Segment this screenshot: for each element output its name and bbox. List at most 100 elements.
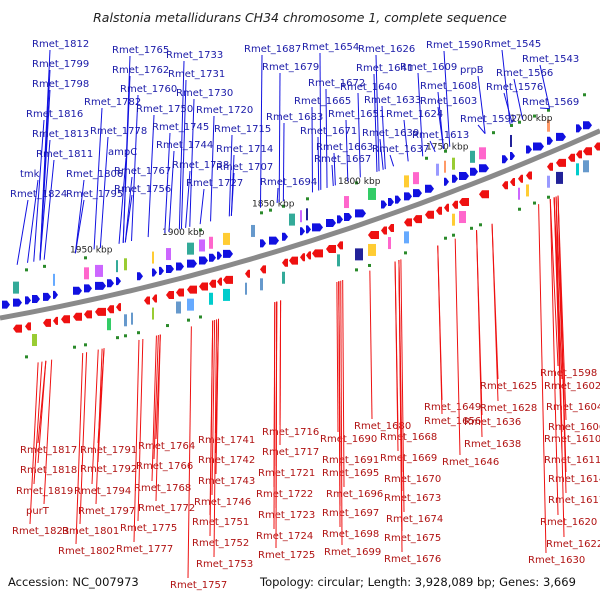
accession-text: Accession: NC_007973 bbox=[8, 575, 139, 589]
label-leader-line bbox=[379, 138, 384, 170]
cog-category-bar bbox=[337, 254, 340, 267]
label-leader-line bbox=[210, 115, 215, 222]
label-leader-line bbox=[189, 98, 195, 227]
gene-label-bottom: Rmet_1722 bbox=[256, 489, 313, 500]
label-leader-line bbox=[230, 172, 235, 216]
reverse-gene-arrow bbox=[388, 224, 394, 233]
gene-label-bottom: Rmet_1742 bbox=[198, 455, 255, 466]
rna-mark bbox=[533, 201, 536, 205]
gene-label-bottom: Rmet_1772 bbox=[138, 503, 195, 514]
forward-gene-arrow bbox=[166, 265, 174, 274]
rna-mark bbox=[404, 251, 407, 255]
reverse-gene-arrow bbox=[452, 200, 458, 209]
rna-mark bbox=[492, 131, 495, 135]
forward-gene-arrow bbox=[355, 209, 366, 218]
gene-label-top: Rmet_1714 bbox=[216, 144, 273, 155]
rna-mark bbox=[25, 355, 28, 359]
rna-mark bbox=[583, 93, 586, 97]
reverse-gene-arrow bbox=[166, 291, 174, 300]
label-leader-line bbox=[213, 319, 218, 558]
gene-label-top: Rmet_1767 bbox=[114, 166, 171, 177]
forward-gene-arrow bbox=[576, 124, 582, 133]
rna-mark bbox=[187, 318, 190, 322]
rna-mark bbox=[368, 263, 371, 267]
label-leader-line bbox=[549, 199, 559, 367]
label-leader-line bbox=[333, 152, 336, 186]
forward-gene-arrow bbox=[223, 249, 233, 258]
gene-label-top: Rmet_1816 bbox=[26, 109, 83, 120]
reverse-gene-arrow bbox=[368, 230, 379, 239]
gene-label-bottom: Rmet_1797 bbox=[78, 506, 135, 517]
label-leader-line bbox=[33, 119, 45, 262]
cog-category-bar bbox=[518, 187, 520, 200]
gene-label-top: Rmet_1651 bbox=[328, 109, 385, 120]
gene-label-top: tmk bbox=[20, 169, 40, 180]
gene-label-bottom: Rmet_1768 bbox=[134, 483, 191, 494]
forward-gene-arrow bbox=[209, 253, 216, 262]
gene-label-top: Rmet_1824 bbox=[10, 189, 67, 200]
forward-gene-arrow bbox=[444, 177, 449, 186]
gene-label-bottom: Rmet_1801 bbox=[62, 526, 119, 537]
gene-label-top: Rmet_1745 bbox=[152, 122, 209, 133]
rna-mark bbox=[84, 256, 87, 260]
forward-gene-arrow bbox=[425, 184, 434, 193]
label-leader-line bbox=[185, 170, 191, 228]
forward-gene-arrow bbox=[526, 145, 532, 154]
rna-mark bbox=[199, 315, 202, 319]
cog-category-bar bbox=[209, 236, 213, 249]
cog-category-bar bbox=[368, 187, 376, 200]
label-leader-line bbox=[16, 199, 29, 265]
forward-gene-arrow bbox=[95, 281, 106, 290]
cog-category-bar bbox=[510, 134, 512, 147]
forward-gene-arrow bbox=[395, 195, 401, 204]
rna-mark bbox=[355, 181, 358, 185]
forward-gene-arrow bbox=[413, 189, 422, 198]
forward-gene-arrow bbox=[337, 215, 343, 224]
gene-label-top: Rmet_1641 bbox=[356, 63, 413, 74]
cog-category-bar bbox=[187, 298, 194, 311]
gene-label-bottom: Rmet_1699 bbox=[324, 547, 381, 558]
forward-gene-arrow bbox=[2, 300, 10, 309]
label-leader-line bbox=[27, 179, 39, 263]
label-leader-line bbox=[443, 50, 451, 147]
forward-gene-arrow bbox=[547, 136, 553, 145]
gene-label-bottom: Rmet_1656 bbox=[424, 416, 481, 427]
label-leader-line bbox=[75, 353, 84, 545]
label-leader-line bbox=[340, 280, 343, 546]
reverse-gene-arrow bbox=[260, 265, 266, 274]
reverse-gene-arrow bbox=[223, 275, 233, 284]
reverse-gene-arrow bbox=[217, 277, 222, 286]
cog-category-bar bbox=[388, 237, 391, 250]
label-leader-line bbox=[133, 339, 140, 543]
gene-label-bottom: Rmet_1614 bbox=[548, 474, 600, 485]
gene-label-top: Rmet_1806 bbox=[66, 169, 123, 180]
cog-category-bar bbox=[282, 271, 285, 284]
reverse-gene-arrow bbox=[107, 305, 114, 314]
gene-label-top: Rmet_1733 bbox=[166, 50, 223, 61]
rna-mark bbox=[425, 156, 428, 160]
gene-label-bottom: Rmet_1802 bbox=[58, 546, 115, 557]
reverse-gene-arrow bbox=[510, 177, 515, 186]
forward-gene-labels: Rmet_1812Rmet_1799Rmet_1798Rmet_1816Rmet… bbox=[10, 39, 579, 265]
cog-category-bar bbox=[199, 239, 205, 252]
gene-label-bottom: Rmet_1818 bbox=[20, 465, 77, 476]
rna-mark bbox=[518, 207, 521, 211]
gene-label-top: Rmet_1609 bbox=[400, 62, 457, 73]
gene-label-bottom: Rmet_1691 bbox=[322, 455, 379, 466]
forward-gene-arrow bbox=[452, 174, 458, 183]
label-leader-line bbox=[147, 114, 155, 238]
gene-label-bottom: Rmet_1668 bbox=[380, 432, 437, 443]
reverse-gene-arrow bbox=[459, 198, 469, 207]
label-leader-line bbox=[93, 107, 103, 250]
label-leader-line bbox=[319, 52, 322, 190]
label-leader-line bbox=[338, 281, 341, 528]
forward-gene-arrow bbox=[53, 290, 58, 299]
cog-category-bar bbox=[459, 211, 466, 224]
gene-label-bottom: Rmet_1753 bbox=[196, 559, 253, 570]
gene-label-top: Rmet_1679 bbox=[262, 62, 319, 73]
label-leader-line bbox=[199, 188, 205, 225]
reverse-gene-arrow bbox=[526, 171, 532, 180]
tick-label: 1800 kbp bbox=[338, 177, 381, 187]
gene-label-bottom: Rmet_1625 bbox=[480, 381, 537, 392]
chromosome-backbone bbox=[0, 128, 600, 321]
